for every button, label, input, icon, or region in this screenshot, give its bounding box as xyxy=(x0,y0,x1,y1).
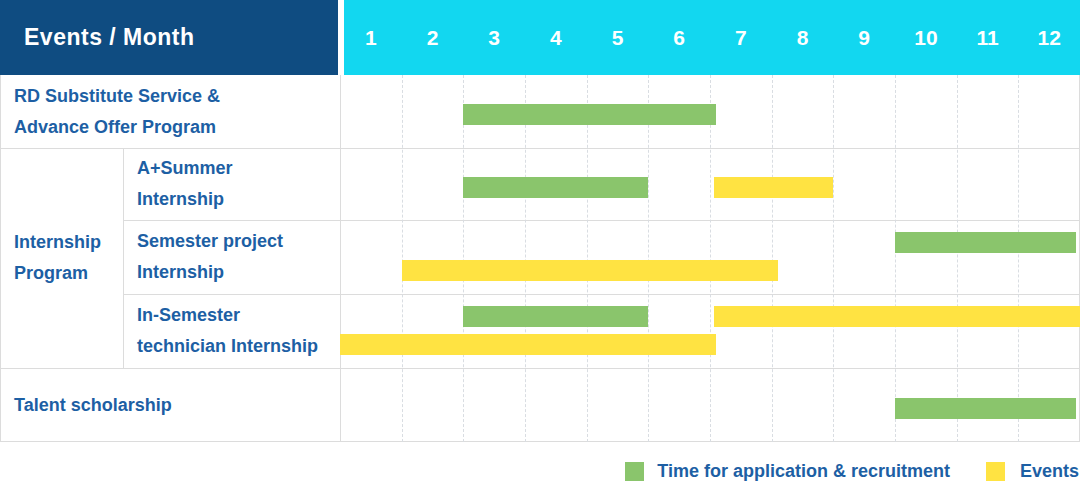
row-label-talent-scholarship: Talent scholarship xyxy=(0,368,340,442)
label-column-divider xyxy=(340,75,341,442)
a-summer-internship-application-recruitment-bar xyxy=(463,177,648,198)
talent-scholarship-application-recruitment-bar xyxy=(895,398,1076,419)
month-label-1: 1 xyxy=(340,0,402,75)
row-label-rd-substitute: RD Substitute Service & Advance Offer Pr… xyxy=(0,75,340,148)
month-gridline xyxy=(648,75,649,442)
semester-project-internship-event-bar xyxy=(402,260,778,281)
group-label-internship-program: Internship Program xyxy=(0,148,123,368)
month-label-8: 8 xyxy=(772,0,834,75)
in-semester-technician-internship-application-recruitment-bar xyxy=(463,306,648,327)
month-label-12: 12 xyxy=(1018,0,1080,75)
month-label-7: 7 xyxy=(710,0,772,75)
month-gridline xyxy=(587,75,588,442)
month-gridline xyxy=(525,75,526,442)
legend-events-swatch xyxy=(986,462,1005,481)
semester-project-internship-application-recruitment-bar xyxy=(895,232,1076,253)
row-label-in-semester-technician-internship: In-Semester technician Internship xyxy=(123,294,340,368)
gantt-chart: Events / Month 1 2 3 4 5 6 7 8 9 10 11 1… xyxy=(0,0,1080,494)
month-gridline xyxy=(833,75,834,442)
month-gridline xyxy=(895,75,896,442)
legend-events-label: Events xyxy=(1020,461,1079,482)
month-label-4: 4 xyxy=(525,0,587,75)
month-gridline xyxy=(1018,75,1019,442)
month-gridline xyxy=(402,75,403,442)
month-gridline xyxy=(957,75,958,442)
month-header-row: 1 2 3 4 5 6 7 8 9 10 11 12 xyxy=(340,0,1080,75)
month-gridline xyxy=(710,75,711,442)
events-month-header-cell: Events / Month xyxy=(0,0,338,75)
month-label-6: 6 xyxy=(648,0,710,75)
legend-application-label: Time for application & recruitment xyxy=(657,461,950,482)
row-label-semester-project-internship: Semester project Internship xyxy=(123,220,340,294)
month-gridline xyxy=(772,75,773,442)
row-label-a-summer-internship: A+Summer Internship xyxy=(123,148,340,220)
in-semester-technician-internship-event-bar xyxy=(340,334,716,355)
month-label-10: 10 xyxy=(895,0,957,75)
legend: Time for application & recruitment Event… xyxy=(625,460,1079,482)
month-label-5: 5 xyxy=(587,0,649,75)
legend-application-swatch xyxy=(625,462,644,481)
events-month-title: Events / Month xyxy=(24,24,195,51)
in-semester-technician-internship-event-bar xyxy=(714,306,1080,327)
a-summer-internship-event-bar xyxy=(714,177,833,198)
month-label-11: 11 xyxy=(957,0,1019,75)
month-label-2: 2 xyxy=(402,0,464,75)
rd-substitute-application-recruitment-bar xyxy=(463,104,716,125)
month-gridline xyxy=(463,75,464,442)
month-label-3: 3 xyxy=(463,0,525,75)
month-label-9: 9 xyxy=(833,0,895,75)
